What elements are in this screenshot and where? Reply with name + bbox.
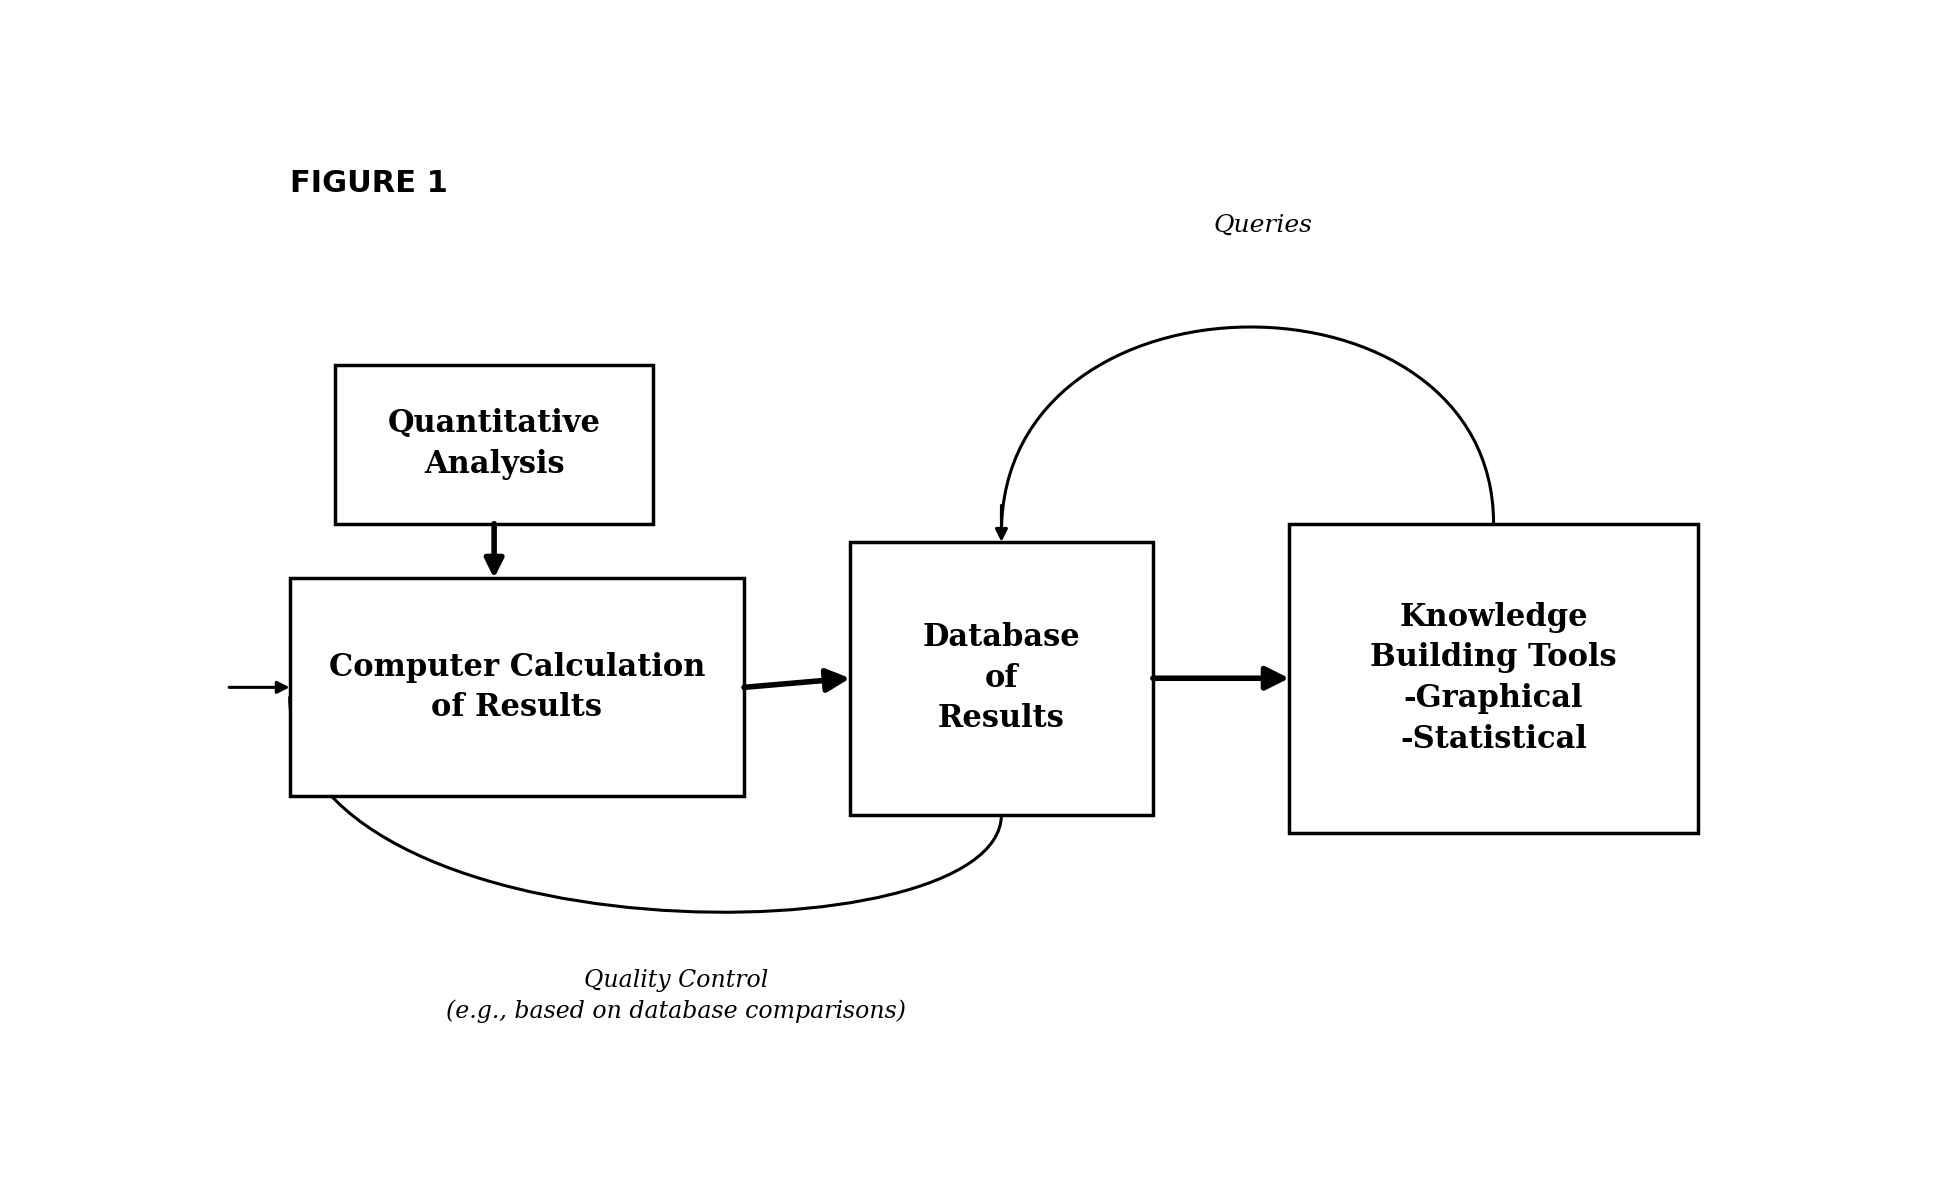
Text: Computer Calculation
of Results: Computer Calculation of Results [328,652,705,723]
Text: Database
of
Results: Database of Results [922,622,1081,735]
Text: FIGURE 1: FIGURE 1 [289,169,447,198]
Text: Quantitative
Analysis: Quantitative Analysis [387,409,600,479]
FancyBboxPatch shape [1290,523,1698,833]
FancyBboxPatch shape [336,365,653,523]
Text: Queries: Queries [1213,214,1313,237]
Text: Quality Control
(e.g., based on database comparisons): Quality Control (e.g., based on database… [446,970,907,1023]
Text: Knowledge
Building Tools
-Graphical
-Statistical: Knowledge Building Tools -Graphical -Sta… [1370,602,1616,755]
FancyBboxPatch shape [850,542,1153,815]
FancyBboxPatch shape [289,579,744,796]
